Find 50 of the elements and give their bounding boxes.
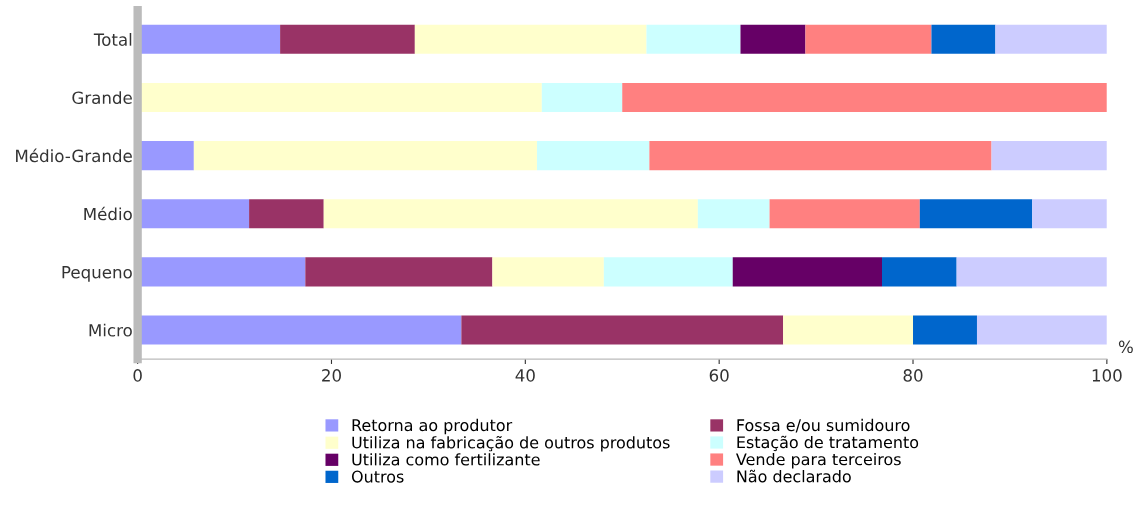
x-tick-label: 0 [133,369,142,382]
bar [249,199,324,229]
legend-label: Estação de tratamento [737,435,919,452]
y-tick-label: Grande [72,91,132,105]
bar [732,257,882,287]
bar [919,199,1033,229]
bar [649,141,992,171]
bar [646,24,741,54]
legend-label: Retorna ao produtor [352,418,513,435]
x-tick-label: 40 [515,369,535,382]
x-axis-title: % [1118,340,1133,354]
bar [976,315,1107,345]
y-tick-label: Micro [89,323,132,337]
bar [1032,199,1107,229]
legend-label: Não declarado [737,469,851,483]
bar [697,199,770,229]
legend-label: Utiliza como fertilizante [352,453,540,466]
bar [323,199,698,229]
x-tick-label: 20 [322,369,341,382]
bar [783,315,914,345]
bar [769,199,920,229]
bar [305,257,493,287]
bar [536,141,650,171]
bar [193,141,537,171]
y-tick-label: Médio [84,206,132,221]
legend-label: Outros [351,470,404,483]
bar [461,315,784,345]
legend-label: Utiliza na fabricação de outros produtos [352,435,670,452]
bar [956,257,1107,287]
x-tick-label: 80 [903,369,923,382]
y-tick-label: Pequeno [62,266,132,282]
x-tick-label: 100 [1092,369,1122,382]
bar [492,257,604,287]
bar [280,24,415,54]
bar [995,24,1107,54]
bar [913,315,977,345]
legend-label: Fossa e/ou sumidouro [737,418,910,433]
y-tick-label: Total [93,33,132,46]
bar [931,24,996,54]
bar [622,82,1107,113]
bar [882,257,957,287]
bar [805,24,932,54]
bar [541,82,623,113]
bar [414,24,647,54]
bar [740,24,806,54]
legend-label: Vende para terceiros [736,452,901,469]
y-tick-label: Médio-Grande [16,148,132,163]
bar [991,141,1107,171]
bar [603,257,733,287]
x-tick-label: 60 [709,369,729,382]
